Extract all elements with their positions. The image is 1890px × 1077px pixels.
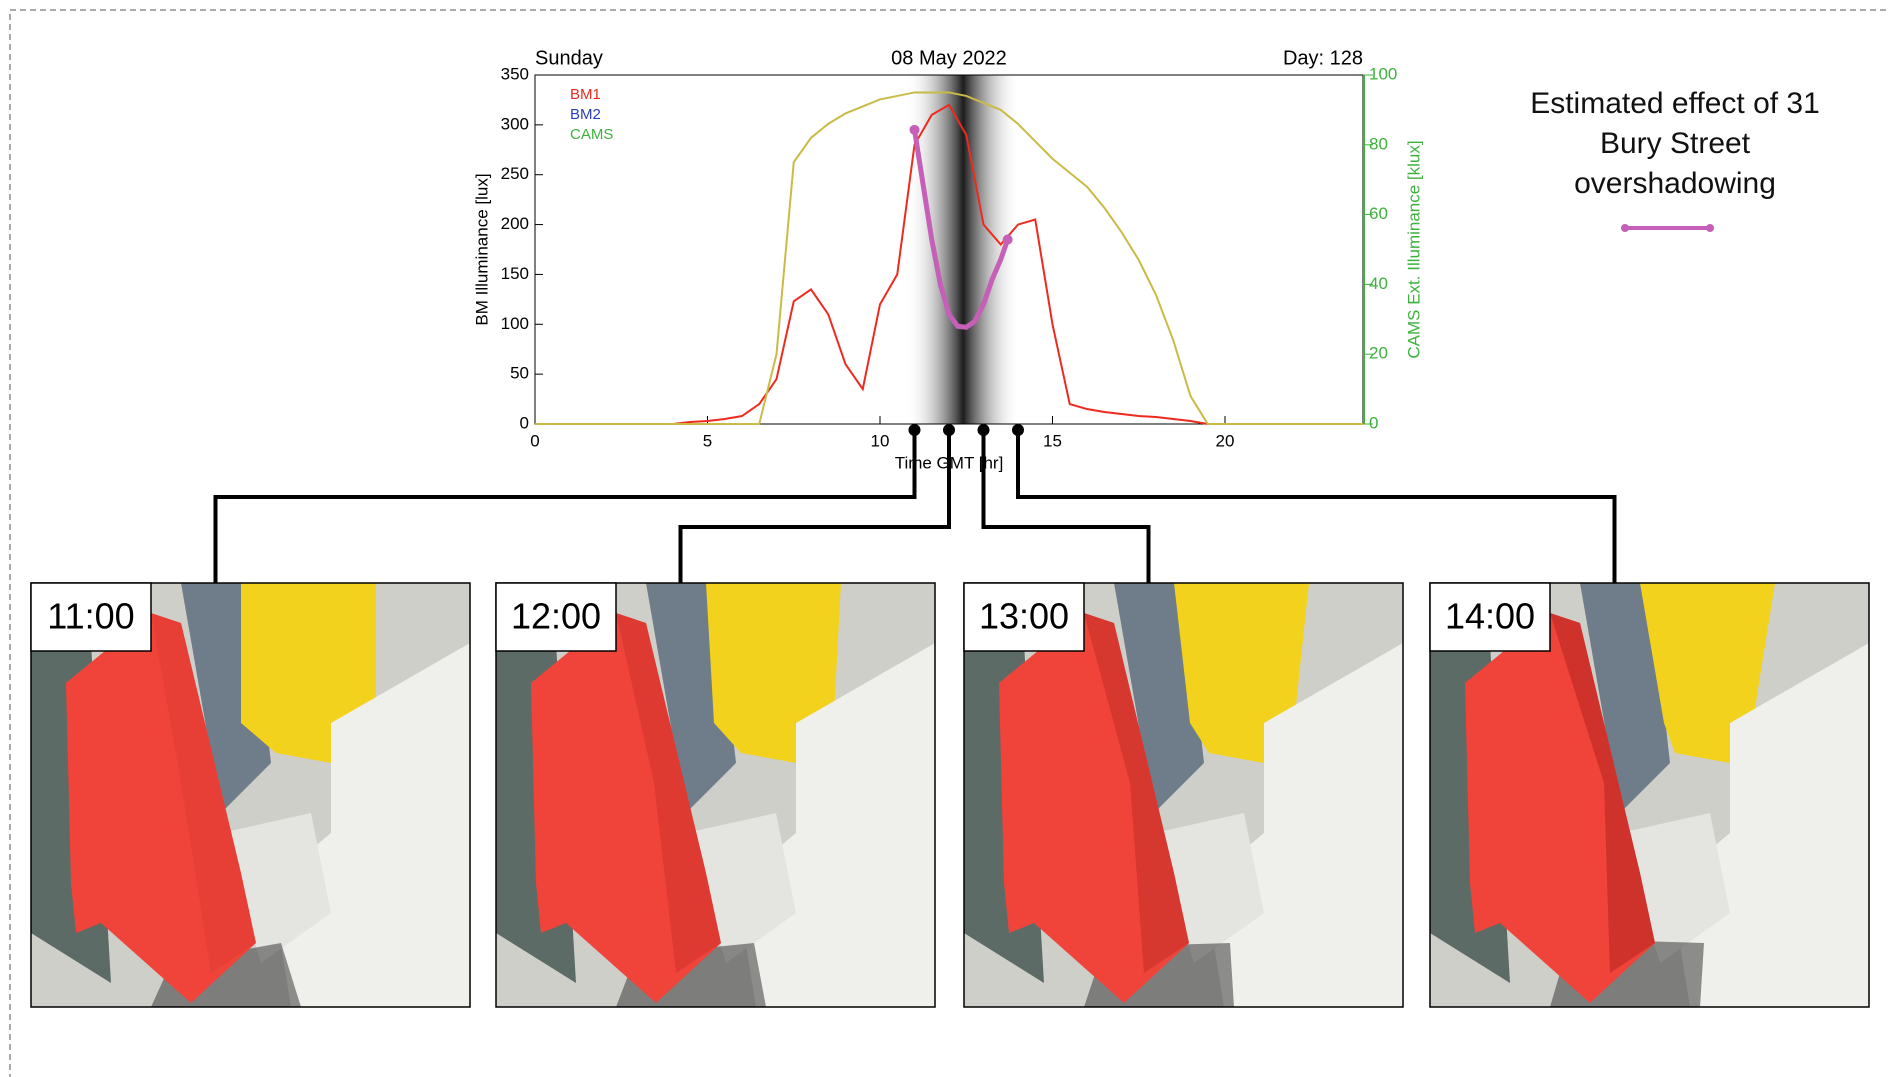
- y-tick-label: 100: [501, 314, 529, 333]
- border: [9, 9, 1890, 1077]
- x-tick-label: 10: [871, 431, 890, 450]
- white-blocks: [1154, 813, 1264, 963]
- x-tick-label: 20: [1216, 431, 1235, 450]
- endpoint: [1002, 234, 1013, 245]
- y-tick-label: 300: [501, 114, 529, 133]
- red-tower-shade: [1084, 613, 1189, 973]
- connector: [1016, 430, 1617, 583]
- series-line: [912, 129, 1011, 330]
- time-label: 14:00: [1445, 596, 1535, 637]
- panels: 11:00 12:00 13:00 14:00: [30, 424, 1870, 1008]
- connector: [981, 430, 1151, 583]
- panel-image: 11:00: [30, 582, 471, 1008]
- red-tower-shade: [151, 613, 256, 973]
- red-tower-shade: [1550, 613, 1655, 973]
- legend-entry: BM2: [570, 106, 601, 123]
- header-right: Day: 128: [1283, 47, 1363, 69]
- x-tick-label: 0: [530, 431, 539, 450]
- y-tick-label: 50: [510, 364, 529, 383]
- time-label: 12:00: [511, 596, 601, 637]
- series-line: [535, 91, 1363, 425]
- panel-frame: [495, 582, 936, 1008]
- y2-tick-label: 40: [1369, 274, 1388, 293]
- red-tower: [66, 613, 256, 1003]
- legend-entry: CAMS: [570, 126, 613, 143]
- time-box: [963, 582, 1085, 652]
- time-box: [30, 582, 152, 652]
- y2-tick-label: 20: [1369, 344, 1388, 363]
- connector-dot: [977, 424, 990, 436]
- shade-band: [906, 75, 1020, 424]
- panel-frame: [30, 582, 471, 1008]
- key-dot: [1706, 224, 1714, 232]
- connector: [678, 430, 951, 583]
- annotation: Estimated effect of 31 Bury Street overs…: [1530, 87, 1820, 200]
- red-tower: [1465, 613, 1655, 1003]
- connector: [213, 430, 917, 583]
- white-blocks: [1620, 813, 1730, 963]
- panel-image: 12:00: [495, 582, 936, 1008]
- y-axis-label: BM Illuminance [lux]: [472, 173, 491, 325]
- endpoint: [909, 124, 920, 135]
- connector-dot: [943, 424, 955, 436]
- dark-building: [1580, 583, 1670, 813]
- panel-image: 13:00: [963, 582, 1404, 1008]
- x-tick-label: 15: [1043, 431, 1062, 450]
- y-tick-label: 200: [501, 214, 529, 233]
- annotation-key: [1621, 224, 1714, 232]
- x-tick-label: 5: [703, 431, 712, 450]
- y2-tick-label: 100: [1369, 64, 1397, 83]
- panel-frame: [963, 582, 1404, 1008]
- y-tick-label: 350: [501, 64, 529, 83]
- time-label: 13:00: [979, 596, 1069, 637]
- y2-tick-label: 60: [1369, 204, 1388, 223]
- y-tick-label: 250: [501, 164, 529, 183]
- key-dot: [1621, 224, 1629, 232]
- connector-dot: [1012, 424, 1024, 436]
- header-left: Sunday: [535, 47, 603, 69]
- panel-image: 14:00: [1429, 582, 1870, 1008]
- y-tick-label: 0: [520, 413, 529, 432]
- time-box: [1429, 582, 1551, 652]
- y2-tick-label: 0: [1369, 413, 1378, 432]
- legend-entry: BM1: [570, 86, 601, 103]
- panel-frame: [1429, 582, 1870, 1008]
- red-tower-shade: [616, 613, 721, 973]
- header-center: 08 May 2022: [891, 47, 1007, 69]
- white-blocks: [686, 813, 796, 963]
- time-box: [495, 582, 617, 652]
- time-label: 11:00: [47, 596, 134, 637]
- y2-tick-label: 80: [1369, 134, 1388, 153]
- y2-axis-label: CAMS Ext. Illuminance [klux]: [1404, 140, 1423, 358]
- red-tower: [531, 613, 721, 1003]
- connector-dot: [908, 424, 921, 436]
- y-tick-label: 150: [501, 264, 529, 283]
- white-blocks: [221, 813, 331, 963]
